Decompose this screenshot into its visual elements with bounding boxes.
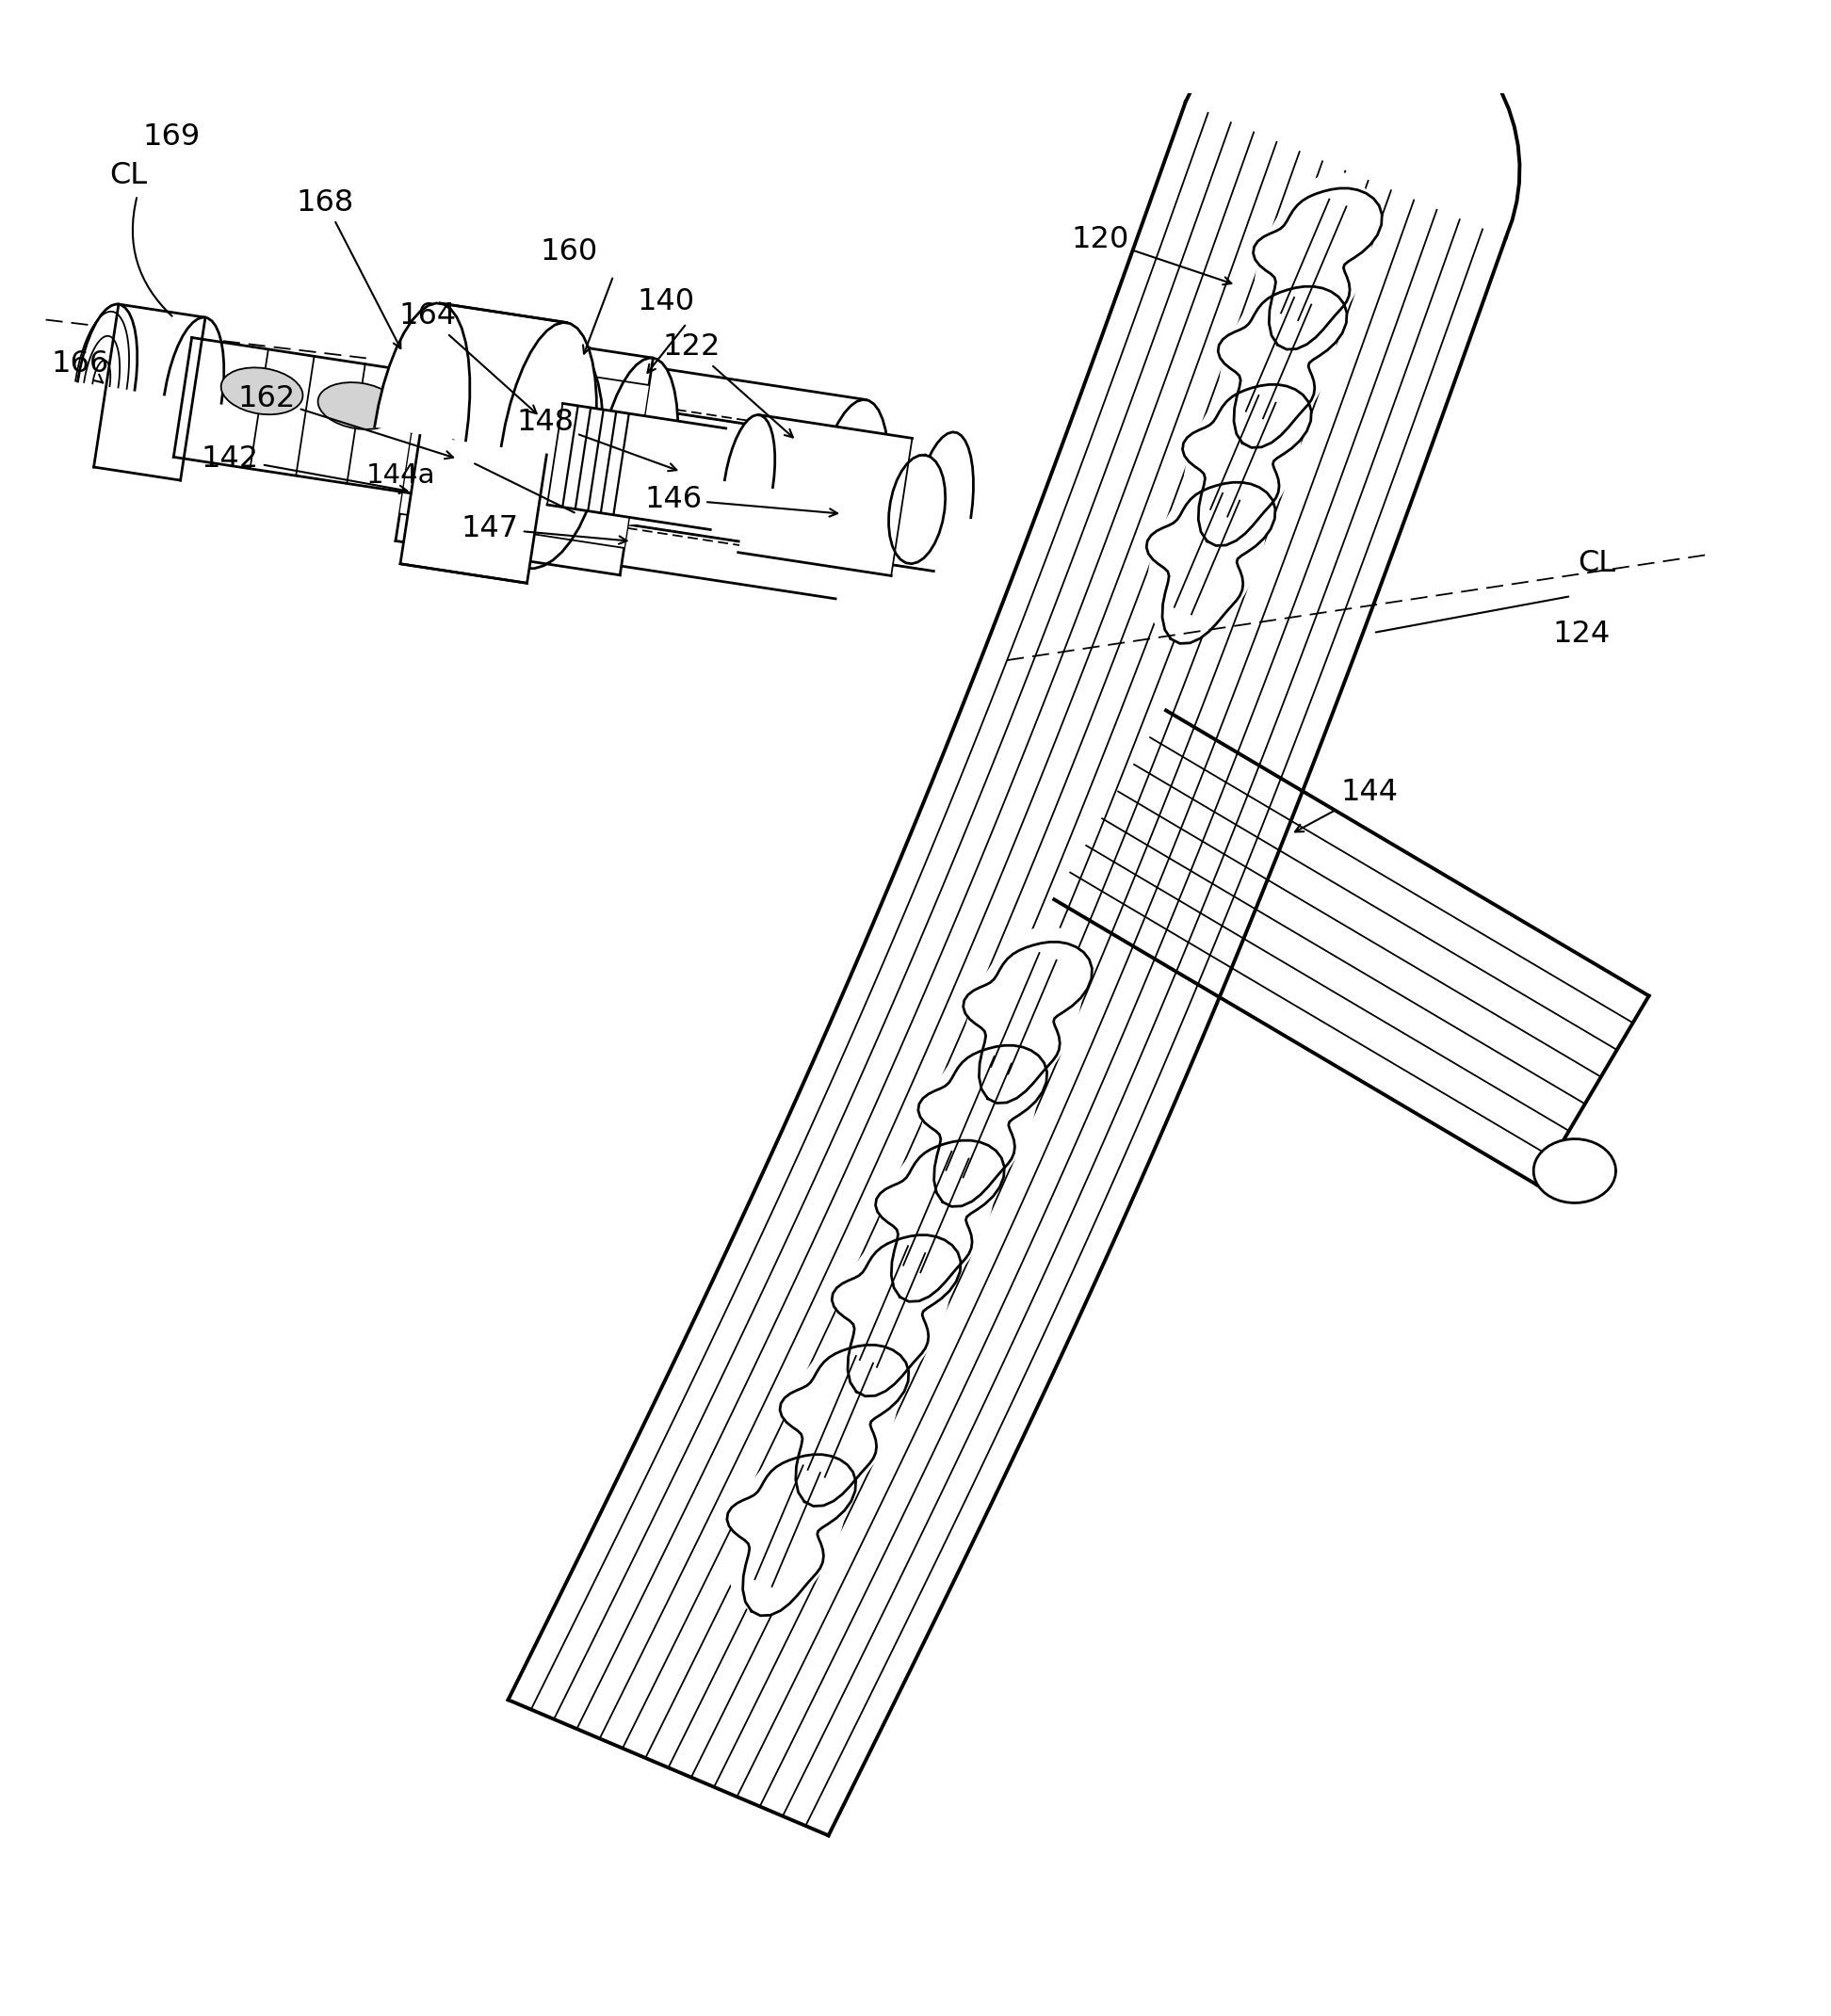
Text: 144: 144 (1295, 778, 1397, 833)
Polygon shape (412, 375, 456, 439)
Polygon shape (628, 409, 1025, 526)
Polygon shape (917, 1046, 1047, 1206)
Polygon shape (602, 367, 674, 472)
Text: 124: 124 (1553, 621, 1611, 649)
Ellipse shape (319, 383, 399, 429)
Text: 162: 162 (238, 383, 452, 460)
Text: 168: 168 (297, 187, 401, 349)
Polygon shape (445, 331, 602, 569)
Polygon shape (621, 367, 866, 599)
Polygon shape (738, 415, 912, 577)
Polygon shape (93, 304, 205, 480)
Ellipse shape (222, 367, 302, 415)
Polygon shape (1146, 482, 1274, 643)
Polygon shape (725, 415, 775, 488)
Ellipse shape (875, 1125, 996, 1300)
Polygon shape (1055, 710, 1650, 1185)
Polygon shape (395, 325, 654, 575)
Text: 140: 140 (637, 286, 694, 317)
Polygon shape (628, 409, 952, 571)
Polygon shape (502, 323, 597, 460)
Polygon shape (727, 1454, 855, 1615)
Polygon shape (914, 431, 974, 518)
Polygon shape (831, 1236, 961, 1397)
Text: 142: 142 (201, 444, 406, 494)
Polygon shape (509, 101, 1505, 1835)
Polygon shape (165, 317, 223, 403)
Ellipse shape (1218, 270, 1338, 446)
Polygon shape (963, 941, 1091, 1103)
Polygon shape (817, 399, 888, 504)
Text: 148: 148 (516, 407, 677, 472)
Text: 160: 160 (540, 238, 599, 266)
Polygon shape (1252, 187, 1382, 349)
Ellipse shape (1183, 369, 1304, 544)
Polygon shape (174, 337, 441, 496)
Polygon shape (401, 302, 568, 583)
Ellipse shape (919, 1028, 1038, 1206)
Polygon shape (1183, 385, 1311, 546)
Text: 146: 146 (645, 484, 837, 516)
Ellipse shape (1146, 466, 1267, 641)
Polygon shape (374, 325, 454, 437)
Polygon shape (399, 351, 648, 548)
Text: 166: 166 (51, 349, 110, 383)
Polygon shape (77, 304, 137, 389)
Polygon shape (888, 456, 945, 564)
Polygon shape (375, 302, 471, 439)
Text: 120: 120 (1071, 224, 1232, 284)
Ellipse shape (780, 1329, 901, 1504)
Polygon shape (780, 1345, 908, 1506)
Ellipse shape (727, 1437, 848, 1613)
Ellipse shape (833, 1220, 952, 1395)
Text: 164: 164 (399, 302, 536, 413)
Text: 144a: 144a (366, 462, 436, 488)
Ellipse shape (963, 925, 1084, 1101)
Ellipse shape (1254, 171, 1373, 347)
Text: CL: CL (1578, 548, 1617, 579)
Text: CL: CL (110, 161, 148, 190)
Text: 122: 122 (663, 333, 793, 437)
Polygon shape (1218, 286, 1348, 448)
Polygon shape (599, 359, 677, 472)
Polygon shape (1534, 1139, 1615, 1204)
Polygon shape (875, 1141, 1005, 1302)
Text: 147: 147 (461, 514, 626, 544)
Polygon shape (1186, 0, 1520, 238)
Text: 169: 169 (143, 123, 201, 151)
Polygon shape (547, 403, 725, 530)
